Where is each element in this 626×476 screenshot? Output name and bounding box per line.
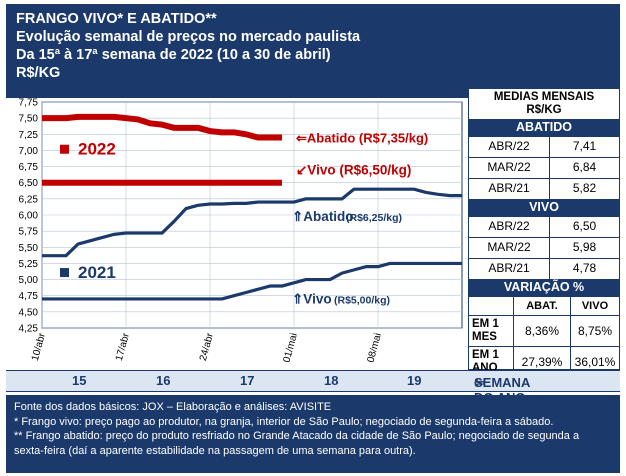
y-tick-label: 7,00	[19, 146, 39, 157]
series-line-vivo-2021	[42, 261, 462, 301]
table-row: MAR/22 6,84	[469, 157, 619, 178]
table-row: ABR/22 6,50	[469, 216, 619, 237]
annotation-abatido-2021-price: (R$6,25/kg)	[346, 212, 402, 224]
line-chart: 7,75 7,50 7,25 7,00 6,75 6,50 6,25 6,00 5,75 5,50…	[19, 98, 463, 364]
y-tick-label: 4,75	[19, 291, 39, 302]
value-cell: 6,84	[572, 160, 597, 174]
period-cell: ABR/21	[469, 179, 550, 199]
series-line-abatido-2022	[42, 113, 282, 141]
value-cell: 4,78	[572, 261, 597, 275]
annotation-abatido-2022: ⇐Abatido (R$7,35/kg)	[296, 131, 428, 146]
table-row: MAR/22 5,98	[469, 237, 619, 258]
week-label: 16	[156, 373, 171, 388]
value-cell: 6,50	[572, 219, 597, 233]
y-tick-label: 7,50	[19, 114, 39, 125]
annotation-abatido-2021: ⇑Abatido	[292, 209, 354, 224]
row-label: EM 1 MES	[469, 316, 513, 346]
chart-area: 7,75 7,50 7,25 7,00 6,75 6,50 6,25 6,00 5,75 5,50…	[6, 92, 468, 368]
y-tick-label: 6,50	[19, 178, 39, 189]
monthly-averages-title-line2: R$/KG	[526, 104, 562, 116]
header-title: FRANGO VIVO* E ABATIDO**	[16, 11, 217, 27]
arrow-left-icon: ⇦	[474, 375, 485, 390]
x-tick-label: 24/abr	[198, 331, 216, 362]
abat-variation: 8,36%	[513, 316, 570, 346]
period-cell: ABR/21	[469, 259, 550, 279]
table-row: ABR/21 4,78	[469, 258, 619, 279]
row-label-line2: MES	[472, 331, 497, 343]
y-tick-label: 5,00	[19, 275, 39, 286]
year-label-2022: 2022	[78, 140, 116, 159]
week-label: 17	[240, 373, 255, 388]
value-cell: 7,41	[572, 139, 597, 153]
week-axis-band: 15 16 17 18 19 ⇦SEMANA DO ANO	[6, 370, 620, 405]
value-cell: 5,98	[572, 240, 597, 254]
week-label: 19	[407, 373, 422, 388]
header-unit: R$/KG	[16, 65, 61, 81]
table-row: ABR/22 7,41	[469, 136, 619, 157]
week-label: 18	[324, 373, 339, 388]
chart-header: FRANGO VIVO* E ABATIDO** Evolução semana…	[6, 4, 620, 98]
x-tick-label: 10/abr	[30, 331, 48, 362]
x-tick-label: 01/mai	[282, 332, 300, 364]
header-subtitle: Evolução semanal de preços no mercado pa…	[16, 29, 361, 45]
monthly-averages-panel: MEDIAS MENSAIS R$/KG ABATIDO ABR/22 7,41 …	[468, 88, 620, 377]
week-label: 15	[72, 373, 87, 388]
variacao-band: VARIAÇÃO %	[469, 279, 619, 296]
period-cell: ABR/22	[469, 137, 550, 157]
period-cell: MAR/22	[469, 238, 550, 258]
abatido-band: ABATIDO	[469, 119, 619, 136]
y-tick-label: 6,00	[19, 211, 39, 222]
series-line-abatido-2021	[42, 187, 462, 258]
x-tick-label: 08/mai	[366, 332, 384, 364]
annotation-vivo-2021-price: (R$5,00/kg)	[334, 295, 390, 307]
footer-source: Fonte dos dados básicos: JOX – Elaboraçã…	[14, 401, 332, 413]
y-tick-label: 5,50	[19, 243, 39, 254]
header-period: Da 15ª à 17ª semana de 2022 (10 a 30 de …	[16, 47, 331, 63]
annotation-vivo-2022: ↙Vivo (R$6,50/kg)	[296, 163, 411, 178]
vivo-variation: 36,01%	[570, 347, 619, 377]
table-row: EM 1 ANO 27,39% 36,01%	[469, 346, 619, 377]
year-label-2021: 2021	[78, 263, 116, 282]
y-tick-label: 5,75	[19, 227, 39, 238]
legend-marker-2022	[60, 144, 69, 154]
abat-variation: 27,39%	[513, 347, 570, 377]
row-label-line1: EM 1	[472, 349, 499, 361]
table-row: ABR/21 5,82	[469, 178, 619, 199]
y-tick-label: 7,25	[19, 130, 39, 141]
table-row: EM 1 MES 8,36% 8,75%	[469, 315, 619, 346]
y-tick-label: 4,50	[19, 307, 39, 318]
vivo-band: VIVO	[469, 199, 619, 216]
value-cell: 5,82	[572, 181, 597, 195]
footer-notes: Fonte dos dados básicos: JOX – Elaboraçã…	[6, 395, 620, 473]
y-tick-label: 4,25	[19, 324, 39, 335]
annotation-vivo-2021: ⇑Vivo	[292, 292, 332, 307]
abat-column-header: ABAT.	[513, 297, 570, 315]
monthly-averages-title: MEDIAS MENSAIS R$/KG	[469, 89, 619, 119]
legend-marker-2021	[60, 268, 69, 278]
x-tick-label: 17/abr	[114, 331, 132, 362]
y-tick-label: 6,25	[19, 194, 39, 205]
footer-note-abatido: ** Frango abatido: preço do produto resf…	[14, 430, 580, 457]
vivo-variation: 8,75%	[570, 316, 619, 346]
vivo-column-header: VIVO	[570, 297, 619, 315]
y-tick-label: 5,25	[19, 259, 39, 270]
monthly-averages-title-line1: MEDIAS MENSAIS	[493, 91, 595, 103]
y-tick-label: 6,75	[19, 162, 39, 173]
y-tick-label: 7,75	[19, 98, 39, 109]
row-label-line1: EM 1	[472, 318, 499, 330]
footer-note-vivo: * Frango vivo: preço pago ao produtor, n…	[14, 415, 554, 428]
period-cell: ABR/22	[469, 217, 550, 237]
period-cell: MAR/22	[469, 158, 550, 178]
variacao-header: ABAT. VIVO	[469, 296, 619, 315]
